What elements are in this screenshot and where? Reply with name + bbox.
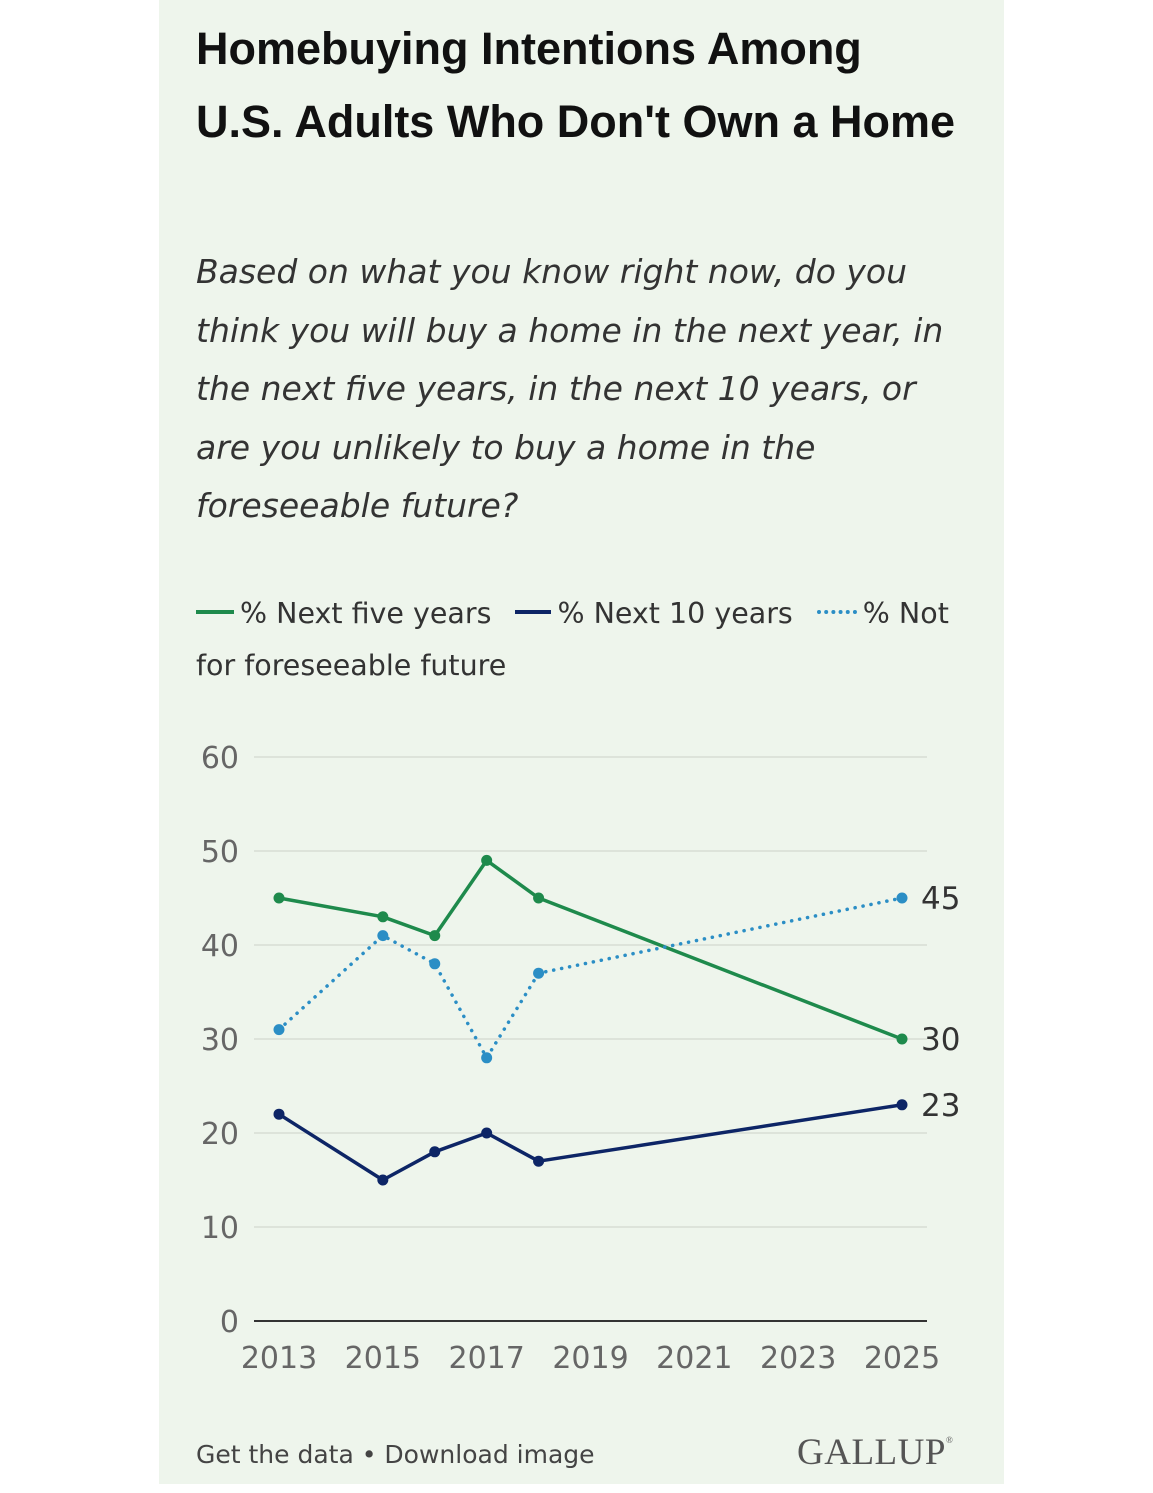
data-point-s2-2018	[533, 967, 545, 979]
data-point-s0-2015	[377, 911, 389, 923]
legend-item-next-five-years: % Next five years	[196, 597, 491, 630]
chart-title: Homebuying Intentions Among U.S. Adults …	[196, 23, 956, 147]
axes: 0 10 20 30 40 50 60 2013 2015 2017 2019 2021 2023 202…	[201, 741, 940, 1376]
legend-label-next-10-years: % Next 10 years	[557, 597, 793, 630]
x-tick-label: 2023	[760, 1341, 836, 1376]
chart-subtitle: Based on what you know right now, do you…	[196, 252, 944, 525]
data-point-s1-2017	[481, 1127, 493, 1139]
data-point-s1-2018	[533, 1155, 545, 1167]
legend-label-not-foreseeable-future: % Not for foreseeable future	[196, 597, 949, 682]
end-value-label-2: 45	[921, 881, 960, 917]
data-point-s2-2025	[896, 892, 908, 904]
data-point-s1-2015	[377, 1174, 389, 1186]
y-tick-label: 0	[220, 1305, 239, 1340]
legend-item-next-10-years: % Next 10 years	[515, 597, 793, 630]
chart-legend: % Next five years % Next 10 years% Not fo…	[196, 588, 971, 692]
legend-label-next-five-years: % Next five years	[240, 597, 492, 630]
x-tick-label: 2021	[656, 1341, 732, 1376]
gridlines	[254, 756, 927, 1228]
series-line-1	[278, 1103, 903, 1182]
gallup-logo-text: GALLUP	[797, 1432, 946, 1473]
x-tick-label: 2025	[864, 1341, 940, 1376]
data-labels: 30 23 45	[921, 881, 960, 1124]
series-line-0	[278, 858, 903, 1041]
end-value-label-0: 30	[921, 1022, 960, 1058]
y-tick-label: 10	[201, 1211, 239, 1246]
data-point-s1-2013	[273, 1108, 285, 1120]
x-tick-label: 2013	[241, 1341, 317, 1376]
y-tick-label: 60	[201, 741, 239, 776]
data-point-s2-2015	[377, 930, 389, 942]
data-point-s2-2013	[273, 1024, 285, 1036]
data-point-s0-2025	[896, 1033, 908, 1045]
y-tick-label: 30	[201, 1023, 239, 1058]
data-point-s0-2016	[429, 930, 441, 942]
data-point-s0-2017	[481, 854, 493, 866]
legend-swatch-dotted-blue	[816, 610, 857, 614]
legend-swatch-solid-navy	[515, 610, 552, 614]
end-value-label-1: 23	[921, 1088, 960, 1124]
y-tick-label: 50	[201, 835, 239, 870]
data-point-s2-2016	[429, 958, 441, 970]
data-point-s1-2025	[896, 1099, 908, 1111]
gallup-logo: GALLUP®	[797, 1431, 953, 1474]
series-lines	[277, 858, 904, 1182]
y-tick-label: 40	[201, 929, 239, 964]
data-point-s0-2018	[533, 892, 545, 904]
line-chart: 0 10 20 30 40 50 60 2013 2015 2017 2019 2021 2023 202…	[201, 741, 961, 1376]
data-point-s1-2016	[429, 1146, 441, 1158]
registered-mark: ®	[945, 1435, 954, 1445]
x-tick-label: 2015	[345, 1341, 421, 1376]
data-point-s0-2013	[273, 892, 285, 904]
chart-card: Homebuying Intentions Among U.S. Adults …	[159, 0, 1004, 1484]
footer-links[interactable]: Get the data • Download image	[196, 1440, 595, 1469]
legend-swatch-solid-green	[196, 610, 234, 614]
y-tick-label: 20	[201, 1117, 239, 1152]
data-point-s2-2017	[481, 1052, 493, 1064]
x-tick-label: 2017	[448, 1341, 524, 1376]
series-line-2	[277, 896, 904, 1060]
x-tick-label: 2019	[552, 1341, 628, 1376]
data-points	[273, 854, 908, 1186]
